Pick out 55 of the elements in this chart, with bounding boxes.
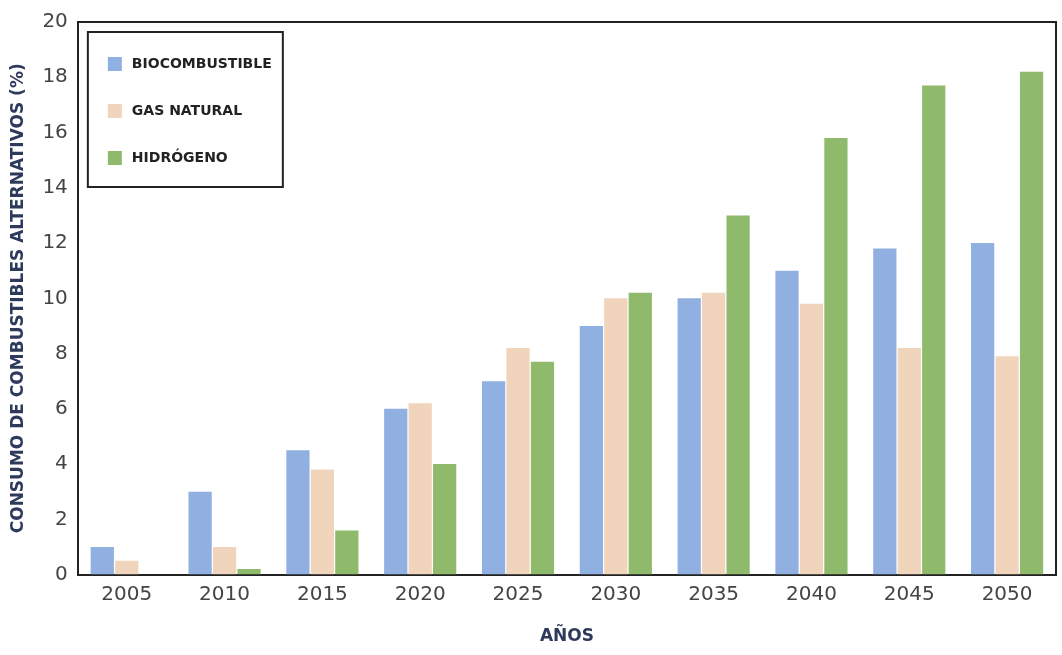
y-tick-label: 20 xyxy=(42,8,68,33)
y-tick-label: 18 xyxy=(42,63,68,88)
bar xyxy=(579,325,603,575)
x-axis-title: AÑOS xyxy=(539,623,594,646)
x-tick-label: 2005 xyxy=(101,580,153,605)
bar xyxy=(628,292,652,575)
bar xyxy=(481,381,506,575)
bar xyxy=(1019,71,1044,575)
x-tick-label: 2035 xyxy=(688,580,740,605)
bar xyxy=(726,215,750,575)
legend-label: BIOCOMBUSTIBLE xyxy=(131,54,272,71)
bar xyxy=(90,546,114,575)
x-tick-label: 2010 xyxy=(199,580,251,605)
bar xyxy=(212,546,237,575)
bar xyxy=(604,298,628,575)
y-tick-label: 2 xyxy=(55,505,68,530)
bar xyxy=(824,138,848,575)
bar xyxy=(775,270,799,575)
legend-label: GAS NATURAL xyxy=(131,101,243,118)
bar xyxy=(335,530,359,575)
bar xyxy=(433,464,457,575)
x-tick-label: 2020 xyxy=(394,580,446,605)
y-tick-label: 8 xyxy=(55,339,68,364)
bar xyxy=(897,348,921,575)
x-tick-label: 2030 xyxy=(590,580,642,605)
y-tick-label: 12 xyxy=(42,229,68,254)
x-tick-label: 2045 xyxy=(883,580,935,605)
bar xyxy=(530,361,555,575)
legend-label: HIDRÓGENO xyxy=(131,147,228,165)
y-tick-label: 14 xyxy=(42,173,68,198)
bar xyxy=(286,450,310,575)
bar xyxy=(115,560,139,575)
y-tick-label: 4 xyxy=(55,450,68,475)
bar xyxy=(310,469,334,575)
bar xyxy=(677,298,701,575)
bar xyxy=(873,248,897,575)
bar xyxy=(188,491,212,575)
bar xyxy=(506,348,530,575)
x-tick-label: 2040 xyxy=(786,580,837,605)
x-tick-label: 2015 xyxy=(296,580,348,605)
x-tick-label: 2025 xyxy=(492,580,544,605)
y-tick-label: 0 xyxy=(55,560,68,585)
y-tick-label: 10 xyxy=(42,284,68,309)
bar xyxy=(384,408,408,575)
bar xyxy=(799,303,824,575)
bar xyxy=(995,356,1019,575)
bar xyxy=(408,403,432,575)
y-tick-label: 16 xyxy=(42,118,68,143)
x-tick-label: 2050 xyxy=(981,580,1033,605)
bar xyxy=(971,243,995,575)
y-tick-label: 6 xyxy=(55,395,68,420)
bar xyxy=(702,292,726,575)
y-axis-title: CONSUMO DE COMBUSTIBLES ALTERNATIVOS (%) xyxy=(6,63,27,534)
bar xyxy=(237,569,261,575)
bar xyxy=(922,85,946,575)
